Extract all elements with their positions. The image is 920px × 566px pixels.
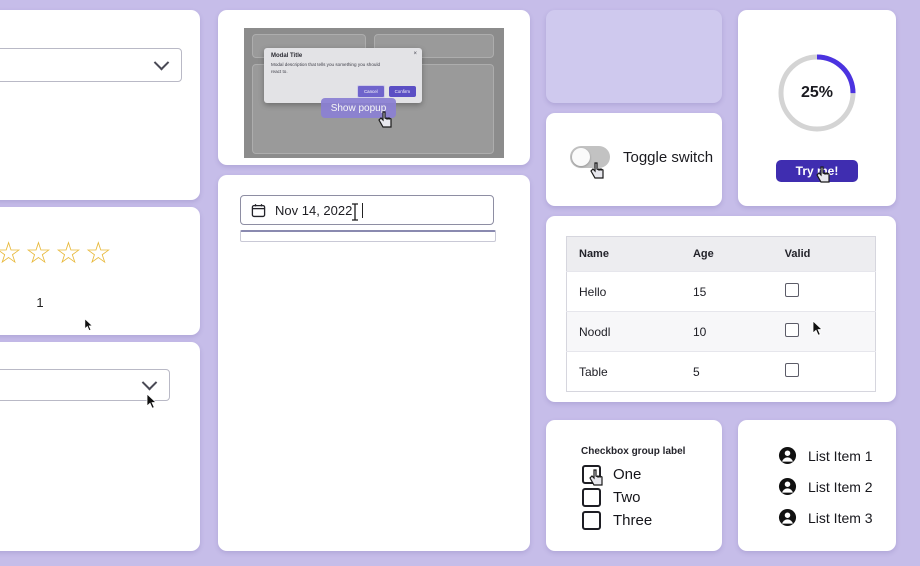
empty-lavender-card <box>546 10 722 103</box>
cell-age: 10 <box>680 311 773 352</box>
toggle-label: Toggle switch <box>623 148 714 166</box>
cell-valid <box>772 271 876 312</box>
checkbox-label: Two <box>613 489 641 506</box>
table-row: Table 5 <box>566 351 876 392</box>
cell-age: 5 <box>680 351 773 392</box>
modal-description: Modal description that tells you somethi… <box>271 62 381 74</box>
list-item[interactable]: List Item 1 <box>778 446 873 465</box>
column-header-valid: Valid <box>772 236 876 272</box>
datepicker-card: Nov 14, 2022 <box>218 175 530 551</box>
toggle-switch-row[interactable]: Toggle switch <box>570 146 713 168</box>
table-row: Hello 15 <box>566 271 876 312</box>
text-caret <box>362 202 364 218</box>
row-checkbox[interactable] <box>784 283 799 297</box>
select-card-top <box>0 10 200 200</box>
cell-valid <box>772 311 876 352</box>
checkbox-icon[interactable] <box>582 488 601 507</box>
cell-age: 15 <box>680 271 773 312</box>
progress-ring-wrap: 25% <box>738 52 896 134</box>
list-item[interactable]: List Item 3 <box>778 508 873 527</box>
list-item-label: List Item 3 <box>808 509 873 526</box>
account-circle-icon <box>778 477 797 496</box>
star-2[interactable]: ☆ <box>0 237 26 270</box>
table-card: Name Age Valid Hello 15 Noodl 10 Table 5 <box>546 216 896 402</box>
account-circle-icon <box>778 508 797 527</box>
list-item-label: List Item 1 <box>808 447 873 464</box>
row-checkbox[interactable] <box>784 323 799 337</box>
table-row: Noodl 10 <box>566 311 876 352</box>
star-rating[interactable]: ★☆☆☆☆ <box>0 239 200 269</box>
checkbox-icon[interactable] <box>582 511 601 530</box>
checkbox-icon[interactable] <box>582 465 601 484</box>
show-popup-button[interactable]: Show popup <box>321 98 396 118</box>
row-checkbox[interactable] <box>784 363 799 377</box>
rating-card: ★☆☆☆☆ 1 <box>0 207 200 335</box>
date-value: Nov 14, 2022 <box>275 202 353 218</box>
checkbox-option-three[interactable]: Three <box>582 511 652 530</box>
star-4[interactable]: ☆ <box>54 237 85 270</box>
modal-actions: Cancel Confirm <box>356 85 416 98</box>
toggle-switch[interactable] <box>570 146 610 168</box>
chevron-down-icon <box>153 54 170 70</box>
modal-title: Modal Title <box>271 53 303 59</box>
close-icon[interactable]: × <box>413 51 417 57</box>
calendar-icon <box>251 203 266 218</box>
select-input-bottom[interactable] <box>0 369 170 401</box>
cell-valid <box>772 351 876 392</box>
checkbox-option-two[interactable]: Two <box>582 488 641 507</box>
cell-name: Hello <box>566 271 681 312</box>
cell-name: Table <box>566 351 681 392</box>
confirm-button[interactable]: Confirm <box>388 86 416 97</box>
account-circle-icon <box>778 446 797 465</box>
cell-name: Noodl <box>566 311 681 352</box>
cancel-button[interactable]: Cancel <box>356 85 385 98</box>
try-me-button[interactable]: Try me! <box>776 160 858 182</box>
date-dropdown-panel[interactable] <box>240 230 496 242</box>
list-item[interactable]: List Item 2 <box>778 477 873 496</box>
table-header-row: Name Age Valid <box>566 236 876 272</box>
column-header-name: Name <box>566 236 681 272</box>
list-card: List Item 1 List Item 2 List Item 3 <box>738 420 896 551</box>
rating-value: 1 <box>36 295 44 310</box>
modal-preview-card: × Modal Title Modal description that tel… <box>218 10 530 165</box>
checkbox-group-label: Checkbox group label <box>581 446 686 457</box>
checkbox-group-card: Checkbox group label One Two Three <box>546 420 722 551</box>
chevron-down-icon <box>141 374 158 390</box>
checkbox-label: One <box>613 466 642 483</box>
select-input-top[interactable] <box>0 48 182 82</box>
toggle-card: Toggle switch <box>546 113 722 206</box>
column-header-age: Age <box>680 236 773 272</box>
progress-card: 25% Try me! <box>738 10 896 206</box>
date-input[interactable]: Nov 14, 2022 <box>240 195 494 225</box>
progress-ring: 25% <box>776 52 858 134</box>
checkbox-label: Three <box>613 512 653 529</box>
data-table: Name Age Valid Hello 15 Noodl 10 Table 5 <box>566 236 876 392</box>
toggle-knob <box>572 148 590 166</box>
modal-dialog: × Modal Title Modal description that tel… <box>264 48 422 103</box>
list-item-label: List Item 2 <box>808 478 873 495</box>
star-3[interactable]: ☆ <box>25 237 55 270</box>
select-card-bottom <box>0 342 200 551</box>
checkbox-option-one[interactable]: One <box>582 465 641 484</box>
progress-percent: 25% <box>800 84 834 101</box>
star-5[interactable]: ☆ <box>84 237 115 270</box>
